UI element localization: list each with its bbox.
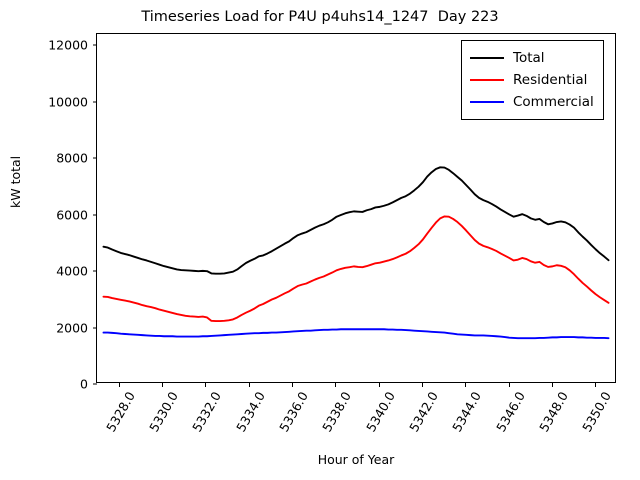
x-tick-label: 5334.0 bbox=[232, 389, 268, 435]
x-axis-label: Hour of Year bbox=[317, 452, 395, 467]
x-tick-mark bbox=[422, 382, 423, 387]
legend-swatch-total-icon bbox=[470, 57, 504, 59]
y-tick-mark bbox=[92, 383, 97, 385]
y-tick-mark bbox=[92, 44, 97, 46]
legend-swatch-commercial-icon bbox=[470, 101, 504, 103]
series-line-commercial bbox=[103, 329, 608, 338]
legend-item-commercial[interactable]: Commercial bbox=[470, 91, 594, 113]
y-tick-label: 12000 bbox=[48, 37, 88, 53]
legend-label: Residential bbox=[513, 72, 588, 88]
x-tick-mark bbox=[465, 382, 467, 387]
x-tick-mark bbox=[205, 382, 207, 387]
y-tick-mark bbox=[92, 270, 97, 272]
chart-title: Timeseries Load for P4U p4uhs14_1247 Day… bbox=[141, 9, 499, 25]
legend-item-residential[interactable]: Residential bbox=[470, 69, 594, 91]
x-tick-label: 5346.0 bbox=[492, 389, 528, 435]
x-tick-label: 5342.0 bbox=[406, 389, 441, 435]
x-tick-mark bbox=[595, 382, 597, 387]
x-tick-mark bbox=[248, 382, 250, 387]
x-tick-label: 5348.0 bbox=[536, 389, 571, 435]
x-tick-mark bbox=[292, 382, 293, 387]
x-tick-mark bbox=[378, 382, 380, 387]
x-tick-label: 5330.0 bbox=[146, 389, 181, 435]
x-tick-label: 5350.0 bbox=[579, 389, 615, 435]
x-tick-label: 5332.0 bbox=[189, 389, 225, 435]
y-tick-label: 2000 bbox=[56, 320, 88, 336]
y-axis-label: kW total bbox=[8, 155, 23, 208]
legend-label: Total bbox=[513, 50, 545, 66]
x-tick-label: 5340.0 bbox=[362, 389, 398, 435]
y-tick-mark bbox=[92, 101, 97, 103]
series-line-total bbox=[103, 167, 608, 273]
legend: Total Residential Commercial bbox=[461, 40, 604, 120]
y-tick-mark bbox=[92, 327, 97, 329]
legend-item-total[interactable]: Total bbox=[470, 47, 594, 69]
x-tick-label: 5328.0 bbox=[102, 389, 138, 435]
legend-label: Commercial bbox=[513, 94, 594, 110]
x-tick-label: 5344.0 bbox=[449, 389, 485, 435]
x-tick-mark bbox=[162, 382, 163, 387]
series-canvas bbox=[97, 34, 615, 382]
y-tick-mark bbox=[92, 214, 97, 216]
y-tick-mark bbox=[92, 157, 97, 159]
x-tick-mark bbox=[508, 382, 510, 387]
y-tick-label: 8000 bbox=[56, 150, 88, 166]
y-tick-label: 10000 bbox=[48, 94, 88, 110]
x-tick-label: 5338.0 bbox=[319, 389, 355, 435]
x-tick-mark bbox=[118, 382, 120, 387]
x-tick-mark bbox=[335, 382, 337, 387]
x-tick-label: 5336.0 bbox=[276, 389, 311, 435]
x-tick-mark bbox=[552, 382, 553, 387]
legend-swatch-residential-icon bbox=[470, 79, 504, 81]
y-tick-label: 0 bbox=[80, 376, 88, 392]
y-tick-label: 4000 bbox=[56, 263, 88, 279]
series-line-residential bbox=[103, 216, 608, 321]
y-tick-label: 6000 bbox=[56, 207, 88, 223]
